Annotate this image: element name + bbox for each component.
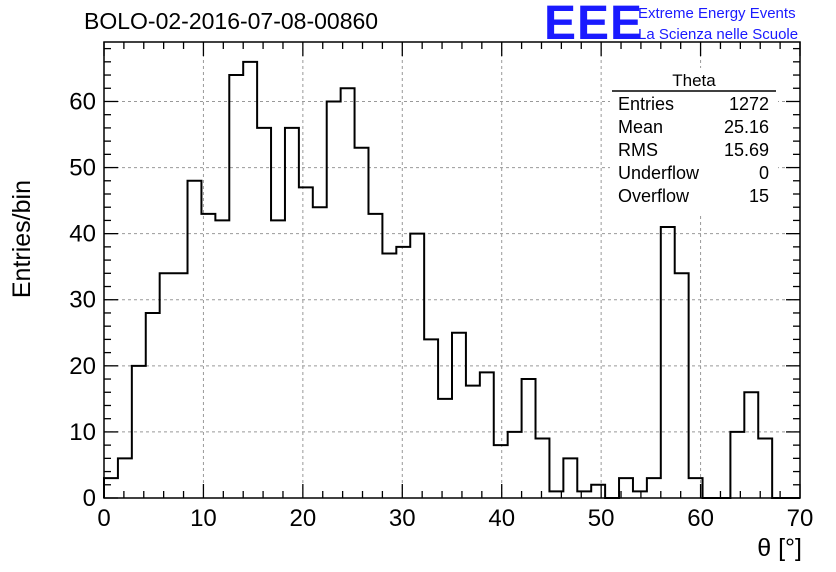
stats-label: Entries	[618, 94, 674, 114]
stats-label: Underflow	[618, 163, 700, 183]
x-tick-label: 10	[190, 505, 217, 532]
stats-title: Theta	[672, 71, 716, 90]
eee-logo-text: Extreme Energy Events La Scienza nelle S…	[638, 3, 798, 45]
x-tick-label: 70	[787, 505, 814, 532]
y-tick-label: 20	[69, 353, 96, 380]
y-tick-label: 60	[69, 88, 96, 115]
stats-value: 1272	[729, 94, 769, 114]
stats-value: 15	[749, 186, 769, 206]
x-tick-label: 60	[687, 505, 714, 532]
y-tick-label: 10	[69, 419, 96, 446]
stats-value: 25.16	[724, 117, 769, 137]
y-tick-label: 0	[83, 485, 96, 512]
x-tick-label: 20	[290, 505, 317, 532]
logo-line-1: Extreme Energy Events	[638, 5, 796, 22]
histogram-series	[103, 60, 800, 499]
x-tick-label: 0	[97, 505, 110, 532]
stats-value: 0	[759, 163, 769, 183]
y-axis-label: Entries/bin	[8, 180, 36, 299]
stats-label: Mean	[618, 117, 663, 137]
x-tick-label: 50	[588, 505, 615, 532]
axis-tick-labels: 0 10 20 30 40 50 60 70 0 10 20 30 40 50 60	[69, 88, 813, 532]
stats-box-bg	[610, 68, 778, 214]
stats-label: Overflow	[618, 186, 690, 206]
chart-title: BOLO-02-2016-07-08-00860	[84, 8, 379, 34]
x-tick-label: 40	[488, 505, 515, 532]
y-tick-label: 40	[69, 221, 96, 248]
stats-value: 15.69	[724, 140, 769, 160]
x-tick-label: 30	[389, 505, 416, 532]
stats-label: RMS	[618, 140, 658, 160]
x-axis-label: θ [°]	[757, 534, 802, 562]
axis-ticks	[103, 42, 801, 499]
eee-logo: EEE	[544, 0, 644, 50]
y-tick-label: 50	[69, 155, 96, 182]
logo-line-2: La Scienza nelle Scuole	[638, 26, 799, 43]
y-tick-label: 30	[69, 287, 96, 314]
stats-box: Theta Entries 1272 Mean 25.16 RMS 15.69 Underfl…	[610, 68, 778, 214]
plot-frame	[103, 41, 801, 499]
